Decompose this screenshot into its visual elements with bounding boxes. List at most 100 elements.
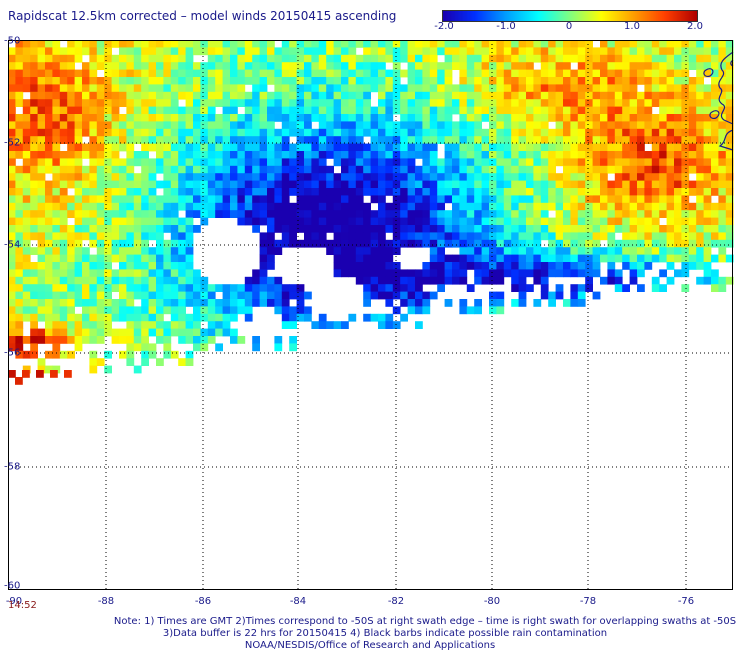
wind-cell — [681, 91, 690, 100]
wind-cell — [304, 306, 312, 315]
wind-cell — [74, 202, 83, 211]
wind-cell — [718, 99, 727, 107]
wind-cell — [666, 77, 675, 85]
wind-cell — [540, 217, 549, 226]
wind-cell — [111, 247, 120, 255]
wind-cell — [644, 77, 653, 85]
wind-cell — [230, 99, 238, 107]
wind-cell — [378, 232, 386, 241]
wind-cell — [22, 106, 31, 115]
wind-cell — [355, 106, 364, 115]
wind-cell — [133, 262, 142, 270]
wind-cell — [59, 121, 68, 130]
wind-cell — [622, 106, 630, 115]
wind-cell — [96, 254, 105, 263]
wind-cell — [614, 151, 623, 159]
wind-cell — [74, 321, 83, 329]
wind-cell — [392, 321, 401, 329]
wind-cell — [289, 158, 297, 167]
wind-cell — [607, 210, 616, 218]
wind-cell — [348, 225, 357, 233]
wind-cell — [82, 291, 90, 300]
wind-cell — [415, 165, 423, 174]
wind-cell — [326, 77, 334, 85]
wind-cell — [15, 91, 24, 100]
wind-cell — [281, 202, 290, 211]
wind-cell — [311, 173, 320, 181]
wind-cell — [496, 225, 505, 233]
wind-cell — [681, 262, 690, 270]
wind-cell — [548, 180, 556, 189]
wind-cell — [614, 254, 623, 263]
wind-cell — [274, 299, 283, 307]
wind-cell — [363, 232, 371, 241]
wind-cell — [481, 114, 490, 122]
wind-cell — [474, 202, 482, 211]
wind-cell — [133, 47, 142, 56]
wind-cell — [178, 114, 186, 122]
wind-cell — [193, 151, 201, 159]
wind-cell — [252, 188, 260, 196]
wind-cell — [52, 247, 61, 255]
wind-cell — [52, 69, 61, 78]
wind-cell — [703, 69, 712, 78]
wind-cell — [466, 128, 475, 137]
wind-cell — [289, 188, 297, 196]
wind-cell — [600, 158, 608, 167]
wind-cell — [215, 306, 223, 315]
wind-cell — [59, 284, 68, 292]
wind-cell — [8, 151, 16, 159]
wind-cell — [15, 165, 24, 174]
wind-cell — [681, 210, 690, 218]
wind-cell — [674, 151, 682, 159]
wind-cell — [607, 239, 616, 248]
wind-cell — [459, 114, 468, 122]
wind-cell — [30, 299, 38, 307]
wind-cell — [67, 269, 75, 278]
wind-cell — [681, 247, 690, 255]
wind-cell — [74, 188, 83, 196]
wind-cell — [22, 180, 31, 189]
wind-cell — [622, 69, 630, 78]
wind-cell — [466, 217, 475, 226]
wind-cell — [193, 195, 201, 204]
wind-cell — [644, 239, 653, 248]
wind-cell — [489, 202, 497, 211]
wind-cell — [8, 210, 16, 218]
wind-cell — [289, 232, 297, 241]
wind-cell — [67, 284, 75, 292]
wind-cell — [281, 91, 290, 100]
wind-cell — [674, 106, 682, 115]
wind-cell — [222, 202, 231, 211]
wind-cell — [466, 121, 475, 130]
wind-cell — [230, 291, 238, 300]
wind-cell — [503, 254, 512, 263]
wind-cell — [614, 143, 623, 152]
wind-cell — [45, 40, 53, 48]
wind-cell — [540, 232, 549, 241]
wind-cell — [370, 269, 379, 278]
wind-cell — [45, 336, 53, 344]
wind-cell — [37, 239, 46, 248]
coastline-path — [718, 129, 734, 151]
wind-cell — [711, 151, 719, 159]
wind-cell — [511, 106, 519, 115]
wind-cell — [696, 69, 704, 78]
wind-cell — [481, 254, 490, 263]
wind-cell — [718, 180, 727, 189]
wind-cell — [52, 77, 61, 85]
wind-cell — [252, 180, 260, 189]
wind-cell — [289, 343, 297, 352]
wind-cell — [37, 202, 46, 211]
wind-cell — [600, 202, 608, 211]
wind-cell — [318, 217, 327, 226]
wind-cell — [148, 299, 157, 307]
wind-cell — [429, 239, 438, 248]
wind-cell — [289, 121, 297, 130]
wind-cell — [422, 291, 431, 300]
wind-cell — [533, 299, 542, 307]
wind-cell — [452, 84, 460, 93]
wind-cell — [392, 91, 401, 100]
wind-cell — [89, 291, 98, 300]
wind-cell — [563, 54, 571, 63]
